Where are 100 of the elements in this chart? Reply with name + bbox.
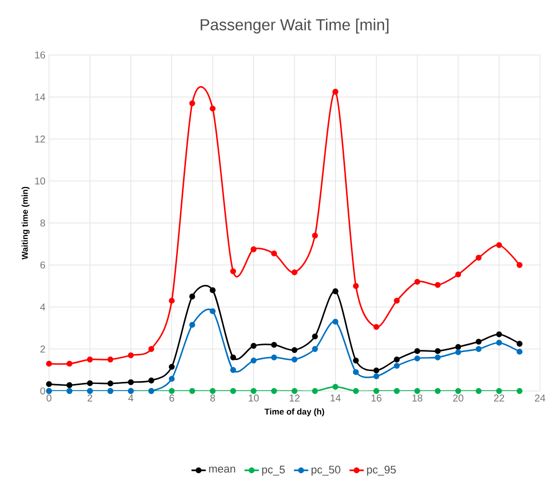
point — [496, 331, 502, 338]
x-tick-label: 8 — [210, 394, 216, 402]
point — [455, 272, 462, 278]
point — [373, 324, 380, 330]
point — [46, 360, 52, 367]
point — [250, 358, 257, 364]
point — [292, 269, 298, 276]
point — [250, 388, 257, 394]
point — [516, 340, 522, 347]
point — [312, 346, 318, 352]
point — [476, 254, 482, 261]
point — [312, 333, 318, 340]
point — [210, 308, 216, 314]
point — [414, 388, 420, 394]
x-tick-label: 20 — [453, 394, 464, 402]
point — [168, 298, 175, 304]
x-tick-label: 18 — [412, 394, 422, 402]
point — [394, 388, 400, 394]
point — [373, 367, 380, 374]
point — [250, 246, 257, 252]
x-tick-label: 6 — [169, 394, 174, 402]
point — [332, 88, 338, 95]
point — [148, 346, 154, 352]
point — [434, 388, 441, 394]
point — [434, 348, 441, 354]
point — [46, 381, 52, 388]
point — [332, 384, 338, 390]
point — [516, 262, 522, 268]
point — [210, 106, 216, 112]
y-tick-label: 4 — [40, 304, 46, 310]
y-tick-label: 10 — [35, 177, 46, 185]
point — [230, 388, 236, 394]
point — [352, 358, 359, 364]
point — [271, 250, 277, 256]
point — [189, 294, 196, 300]
point — [373, 373, 380, 380]
y-tick-label: 6 — [40, 261, 46, 269]
point — [271, 354, 277, 360]
x-tick-label: 24 — [534, 394, 546, 402]
point — [210, 287, 216, 294]
y-tick-label: 8 — [40, 219, 46, 227]
x-tick-label: 0 — [46, 394, 52, 402]
x-tick-label: 14 — [330, 394, 341, 402]
point — [496, 340, 502, 346]
point — [496, 242, 502, 248]
point — [352, 283, 359, 289]
point — [292, 347, 298, 353]
point — [516, 388, 522, 394]
x-tick-label: 10 — [248, 394, 259, 402]
point — [230, 354, 236, 360]
point — [107, 380, 114, 386]
point — [230, 367, 236, 373]
point — [86, 380, 93, 386]
point — [128, 352, 134, 358]
x-tick-label: 12 — [290, 394, 300, 402]
point — [148, 378, 154, 384]
point — [434, 354, 441, 360]
point — [189, 322, 196, 328]
x-tick-label: 2 — [88, 394, 92, 402]
point — [66, 382, 72, 388]
point — [332, 318, 338, 325]
point — [292, 388, 298, 394]
y-tick-label: 12 — [35, 136, 45, 142]
point — [516, 348, 522, 355]
legend-label: pc_50 — [312, 466, 340, 476]
y-axis-title: Waiting time (min) — [22, 186, 30, 260]
point — [352, 369, 359, 376]
chart-title: Passenger Wait Time [min] — [200, 18, 388, 34]
point — [496, 388, 502, 394]
point — [373, 388, 380, 394]
point — [66, 360, 72, 367]
point — [292, 356, 298, 362]
point — [312, 232, 318, 239]
point — [394, 356, 400, 362]
y-tick-label: 14 — [35, 94, 46, 100]
y-tick-label: 2 — [40, 346, 45, 352]
point — [86, 356, 93, 362]
point — [271, 342, 277, 348]
point — [230, 268, 236, 274]
x-tick-label: 16 — [372, 394, 382, 402]
point — [414, 356, 420, 362]
point — [476, 346, 482, 352]
point — [476, 338, 482, 345]
point — [455, 344, 462, 350]
point — [312, 388, 318, 394]
x-axis-title: Time of day (h) — [264, 408, 324, 416]
point — [332, 288, 338, 294]
point — [168, 364, 175, 370]
x-tick-label: 4 — [128, 394, 134, 402]
y-tick-label: 16 — [35, 51, 46, 59]
point — [107, 356, 114, 362]
point — [455, 349, 462, 356]
point — [476, 388, 482, 394]
point — [189, 100, 196, 106]
point — [434, 282, 441, 288]
point — [128, 379, 134, 386]
legend-label: pc_5 — [262, 466, 285, 476]
point — [455, 388, 462, 394]
point — [271, 388, 277, 394]
point — [414, 278, 420, 285]
